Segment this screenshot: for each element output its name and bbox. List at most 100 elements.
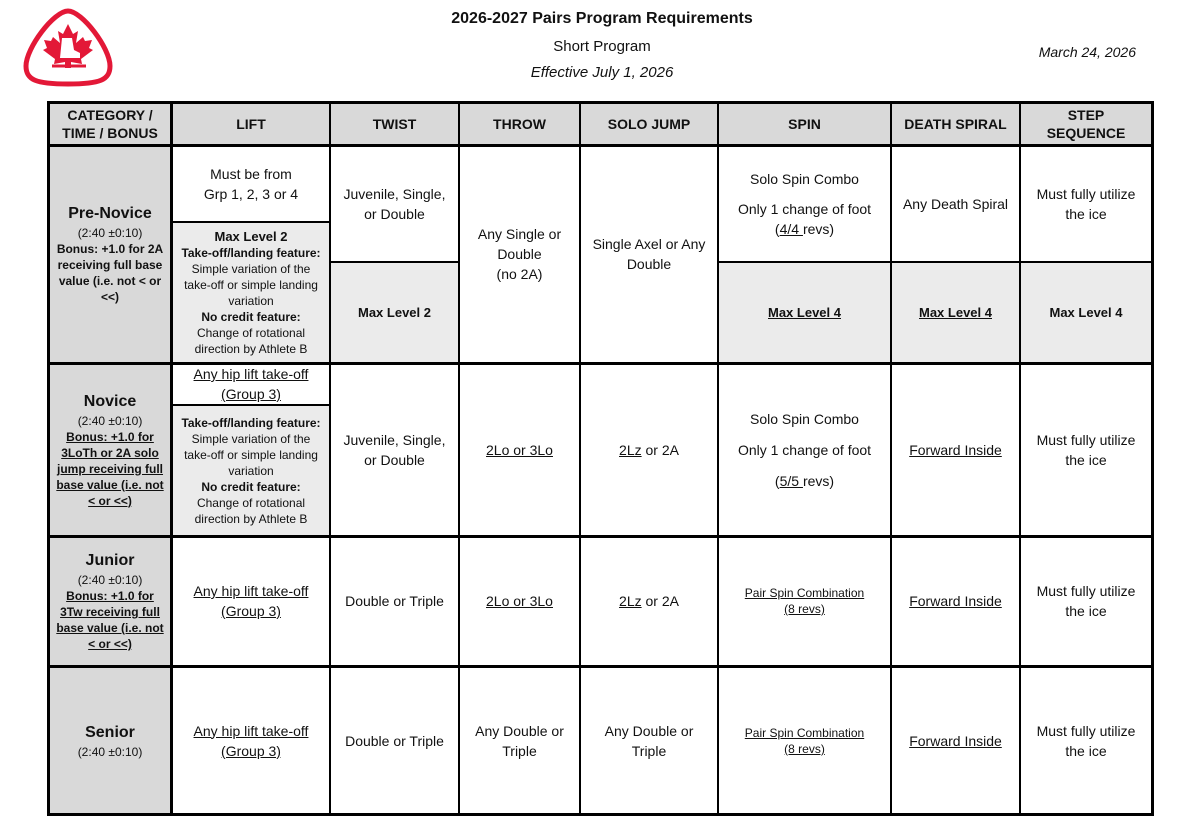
row-divider <box>47 665 1154 668</box>
row-divider <box>47 362 1154 365</box>
category-senior: Senior (2:40 ±0:10) <box>48 666 172 815</box>
lift-text: Grp 1, 2, 3 or 4 <box>203 185 299 202</box>
category-bonus: Bonus: +1.0 for 3LoTh or 2A solo jump re… <box>56 429 164 508</box>
document-date: March 24, 2026 <box>1038 44 1136 60</box>
novice-spin: Solo Spin Combo Only 1 change of foot (5… <box>718 363 891 536</box>
senior-twist: Double or Triple <box>330 666 459 815</box>
category-junior: Junior (2:40 ±0:10) Bonus: +1.0 for 3Tw … <box>48 536 172 666</box>
junior-step: Must fully utilize the ice <box>1020 536 1152 666</box>
senior-solo-jump: Any Double or Triple <box>580 666 718 815</box>
spin-text: Solo Spin Combo <box>750 410 859 427</box>
no-credit-text: Change of rotational direction by Athlet… <box>194 325 308 356</box>
spin-revs: revs) <box>802 472 835 489</box>
category-name: Junior <box>85 552 135 569</box>
table-border <box>47 101 50 816</box>
row-divider <box>47 144 1154 147</box>
spin-text: Only 1 change of foot <box>737 200 872 217</box>
solo-jump-text: 2Lz <box>619 593 642 609</box>
throw-text: Any Single or Double <box>477 226 562 262</box>
col-twist: TWIST <box>330 102 459 145</box>
col-throw: THROW <box>459 102 580 145</box>
col-spin: SPIN <box>718 102 891 145</box>
category-bonus: Bonus: +1.0 for 2A receiving full base v… <box>56 242 164 304</box>
column-divider <box>170 101 173 816</box>
pre-novice-spin-max: Max Level 4 <box>718 262 891 363</box>
lift-max-level: Max Level 2 <box>214 228 288 244</box>
junior-death-spiral: Forward Inside <box>891 536 1020 666</box>
spin-revs: ( <box>774 220 780 237</box>
category-time: (2:40 ±0:10) <box>77 744 143 759</box>
spin-text: Only 1 change of foot <box>737 441 872 458</box>
no-credit-label: No credit feature: <box>201 309 301 324</box>
row-divider <box>47 535 1154 538</box>
pre-novice-step: Must fully utilize the ice <box>1020 145 1152 262</box>
novice-twist: Juvenile, Single, or Double <box>330 363 459 536</box>
senior-throw: Any Double or Triple <box>459 666 580 815</box>
category-time: (2:40 ±0:10) <box>77 573 143 587</box>
novice-death-spiral: Forward Inside <box>891 363 1020 536</box>
pre-novice-lift: Must be from Grp 1, 2, 3 or 4 <box>172 145 330 222</box>
solo-jump-text: or 2A <box>641 593 679 609</box>
category-name: Senior <box>85 723 135 741</box>
spin-revs: ( <box>774 472 780 489</box>
pre-novice-spin: Solo Spin Combo Only 1 change of foot (4… <box>718 145 891 262</box>
novice-lift-details: Take-off/landing feature: Simple variati… <box>172 405 330 536</box>
col-lift: LIFT <box>172 102 330 145</box>
junior-solo-jump: 2Lz or 2A <box>580 536 718 666</box>
lift-text: Must be from <box>210 165 292 182</box>
junior-twist: Double or Triple <box>330 536 459 666</box>
col-solo-jump: SOLO JUMP <box>580 102 718 145</box>
table-border <box>1151 101 1154 816</box>
feature-label: Take-off/landing feature: <box>181 245 321 260</box>
spin-revs: 4/4 <box>779 220 803 237</box>
document-title: 2026-2027 Pairs Program Requirements <box>451 10 753 27</box>
senior-lift: Any hip lift take-off (Group 3) <box>172 666 330 815</box>
effective-date: Effective July 1, 2026 <box>530 64 674 81</box>
table-border <box>47 813 1154 816</box>
skate-canada-logo <box>23 8 113 87</box>
solo-jump-text: or 2A <box>641 441 679 458</box>
novice-step: Must fully utilize the ice <box>1020 363 1152 536</box>
spin-revs: (8 revs) <box>784 602 825 616</box>
throw-note: (no 2A) <box>496 266 543 282</box>
senior-death-spiral: Forward Inside <box>891 666 1020 815</box>
feature-text: Simple variation of the take-off or simp… <box>184 261 318 308</box>
spin-text: Pair Spin Combination <box>744 725 865 740</box>
pre-novice-throw: Any Single or Double (no 2A) <box>459 145 580 363</box>
category-time: (2:40 ±0:10) <box>77 226 143 240</box>
feature-label: Take-off/landing feature: <box>181 415 321 430</box>
solo-jump-text: 2Lz <box>619 441 642 458</box>
col-step-sequence: STEP SEQUENCE <box>1020 102 1152 145</box>
category-bonus: Bonus: +1.0 for 3Tw receiving full base … <box>56 589 164 651</box>
junior-lift: Any hip lift take-off (Group 3) <box>172 536 330 666</box>
category-name: Novice <box>83 392 137 410</box>
document-subtitle: Short Program <box>553 38 651 55</box>
novice-lift: Any hip lift take-off (Group 3) <box>172 363 330 405</box>
novice-throw: 2Lo or 3Lo <box>459 363 580 536</box>
category-novice: Novice (2:40 ±0:10) Bonus: +1.0 for 3LoT… <box>48 363 172 536</box>
table-border <box>47 101 1154 104</box>
category-name: Pre-Novice <box>68 205 152 222</box>
spin-text: Solo Spin Combo <box>750 170 859 187</box>
feature-text: Simple variation of the take-off or simp… <box>184 431 318 478</box>
senior-step: Must fully utilize the ice <box>1020 666 1152 815</box>
spin-text: Pair Spin Combination <box>744 586 865 600</box>
senior-spin: Pair Spin Combination (8 revs) <box>718 666 891 815</box>
junior-throw: 2Lo or 3Lo <box>459 536 580 666</box>
no-credit-label: No credit feature: <box>201 479 301 494</box>
col-category: CATEGORY / TIME / BONUS <box>48 102 172 145</box>
pre-novice-death-spiral-max: Max Level 4 <box>891 262 1020 363</box>
category-pre-novice: Pre-Novice (2:40 ±0:10) Bonus: +1.0 for … <box>48 145 172 363</box>
col-death-spiral: DEATH SPIRAL <box>891 102 1020 145</box>
pre-novice-twist: Juvenile, Single, or Double <box>330 145 459 262</box>
no-credit-text: Change of rotational direction by Athlet… <box>194 495 308 526</box>
pre-novice-lift-details: Max Level 2 Take-off/landing feature: Si… <box>172 222 330 363</box>
junior-spin: Pair Spin Combination (8 revs) <box>718 536 891 666</box>
pre-novice-death-spiral: Any Death Spiral <box>891 145 1020 262</box>
category-time: (2:40 ±0:10) <box>77 413 143 428</box>
spin-revs: revs) <box>802 220 835 237</box>
pre-novice-step-max: Max Level 4 <box>1020 262 1152 363</box>
pre-novice-solo-jump: Single Axel or Any Double <box>580 145 718 363</box>
pre-novice-twist-max: Max Level 2 <box>330 262 459 363</box>
